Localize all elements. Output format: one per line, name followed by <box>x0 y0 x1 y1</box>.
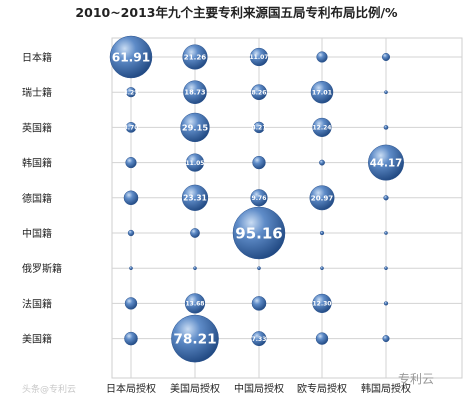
y-tick-label: 俄罗斯籍 <box>22 262 62 275</box>
bubble <box>171 314 219 363</box>
bubble <box>180 112 210 143</box>
bubble <box>251 331 267 347</box>
data-label: 29.15 <box>182 122 208 132</box>
data-label: 61.91 <box>112 50 151 64</box>
data-label: 11.07 <box>250 54 269 61</box>
y-tick-label: 中国籍 <box>22 227 52 240</box>
data-label: 23.31 <box>183 193 207 202</box>
bubble <box>182 44 208 70</box>
data-label: 3.29 <box>124 89 139 96</box>
bubble <box>253 121 265 134</box>
bubble <box>312 117 332 137</box>
data-label: 13.68 <box>186 301 205 308</box>
y-tick-label: 瑞士籍 <box>22 86 52 99</box>
data-label: 12.30 <box>313 301 332 308</box>
bubble <box>232 206 286 260</box>
bubble <box>319 230 325 236</box>
y-tick-label: 美国籍 <box>22 333 52 346</box>
data-label: 4.21 <box>252 125 267 132</box>
bubble <box>251 84 267 101</box>
bubble <box>193 266 197 271</box>
bubble <box>129 266 133 271</box>
bubble <box>184 293 206 314</box>
bubble <box>183 80 207 104</box>
y-tick-label: 日本籍 <box>22 51 52 64</box>
data-label: 20.97 <box>311 193 334 202</box>
watermark-right: 专利云 <box>398 372 435 386</box>
bubble <box>310 80 334 104</box>
bubble <box>316 51 328 63</box>
bubble <box>384 90 388 95</box>
bubble <box>319 159 325 166</box>
y-tick-label: 英国籍 <box>22 121 52 134</box>
data-label: 21.26 <box>184 53 207 62</box>
bubble <box>383 195 389 201</box>
data-label: 95.16 <box>235 224 282 242</box>
bubble <box>123 190 139 206</box>
data-label: 12.24 <box>313 125 332 132</box>
x-tick-label: 欧专局授权 <box>297 382 347 395</box>
data-label: 3.70 <box>124 125 139 132</box>
data-label: 44.17 <box>370 157 403 169</box>
bubble <box>251 296 267 311</box>
bubble <box>181 184 209 211</box>
data-label: 18.73 <box>184 89 205 97</box>
data-label: 8.26 <box>252 89 267 96</box>
bubble <box>382 335 390 343</box>
plot-area <box>111 37 463 379</box>
bubble <box>381 52 391 62</box>
bubble <box>124 331 138 346</box>
bubble <box>312 293 332 313</box>
bubble <box>384 231 388 235</box>
bubble <box>368 144 404 181</box>
bubble <box>185 153 205 172</box>
x-tick-label: 美国局授权 <box>170 382 220 395</box>
bubble <box>320 266 324 271</box>
bubble <box>383 125 389 130</box>
bubble <box>249 47 269 67</box>
data-label: 17.01 <box>312 88 332 96</box>
watermark-left: 头条@专利云 <box>22 385 77 395</box>
bubble <box>383 301 389 306</box>
bubble <box>252 155 266 170</box>
y-tick-label: 韩国籍 <box>22 157 52 170</box>
y-tick-label: 德国籍 <box>22 192 52 205</box>
x-tick-label: 韩国局授权 <box>361 382 411 395</box>
x-tick-label: 日本局授权 <box>106 382 156 395</box>
chart-title: 2010~2013年九个主要专利来源国五局专利布局比例/% <box>75 5 398 20</box>
bubble <box>384 266 388 271</box>
bubble <box>125 157 137 169</box>
data-label: 78.21 <box>173 332 216 348</box>
bubble <box>127 229 135 237</box>
bubble <box>315 332 329 345</box>
bubble <box>109 35 153 79</box>
bubble <box>124 297 138 310</box>
bubble <box>257 266 261 271</box>
data-label: 9.76 <box>252 195 267 202</box>
bubble <box>125 122 137 133</box>
y-tick-label: 法国籍 <box>22 297 52 310</box>
bubble <box>309 185 335 211</box>
data-label: 11.05 <box>186 160 205 167</box>
bubble <box>190 228 200 238</box>
bubble <box>125 87 137 98</box>
data-label: 7.33 <box>252 336 267 343</box>
bubble <box>250 189 268 207</box>
x-tick-label: 中国局授权 <box>234 382 284 395</box>
